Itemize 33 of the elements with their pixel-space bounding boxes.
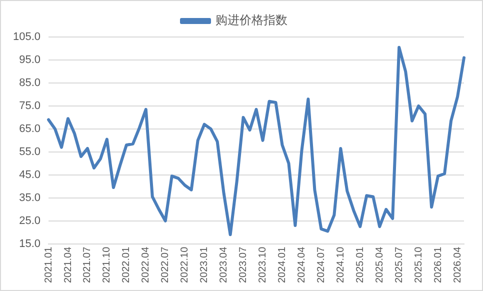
y-tick-label: 85.0 [19, 77, 41, 89]
x-tick-label: 2023.10 [258, 246, 269, 284]
x-tick-label: 2024.04 [296, 246, 308, 284]
x-tick-label: 2022.04 [140, 246, 152, 284]
y-tick-label: 65.0 [19, 122, 41, 135]
y-tick-label: 25.0 [19, 214, 41, 227]
x-tick-label: 2023.01 [199, 246, 210, 284]
x-tick-label: 2024.01 [276, 246, 288, 284]
x-tick-label: 2021.07 [82, 246, 94, 284]
x-tick-label: 2023.07 [238, 246, 250, 284]
x-tick-label: 2026.01 [432, 246, 444, 284]
y-tick-label: 35.0 [19, 192, 41, 204]
x-tick-label: 2025.01 [354, 246, 366, 284]
x-tick-label: 2022.07 [160, 246, 172, 284]
x-tick-label: 2021.10 [102, 246, 113, 284]
y-tick-label: 75.0 [19, 100, 41, 112]
x-tick-label: 2022.01 [121, 246, 132, 284]
y-tick-label: 45.0 [19, 168, 41, 181]
x-tick-label: 2025.10 [413, 246, 424, 284]
y-tick-label: 55.0 [19, 146, 41, 158]
y-tick-label: 105.0 [12, 31, 41, 44]
x-tick-label: 2024.10 [335, 246, 346, 284]
x-tick-label: 2023.04 [218, 246, 230, 284]
y-tick-label: 15.0 [19, 238, 41, 250]
x-tick-label: 2026.04 [452, 246, 464, 284]
legend-label: 购进价格指数 [216, 13, 288, 28]
x-tick-label: 2022.10 [180, 246, 191, 284]
y-tick-label: 95.0 [19, 54, 41, 66]
x-tick-label: 2021.01 [43, 246, 54, 284]
x-tick-label: 2024.07 [316, 246, 327, 284]
x-tick-label: 2025.07 [394, 246, 405, 284]
x-tick-label: 2025.04 [374, 246, 386, 284]
x-tick-label: 2021.04 [62, 246, 74, 284]
